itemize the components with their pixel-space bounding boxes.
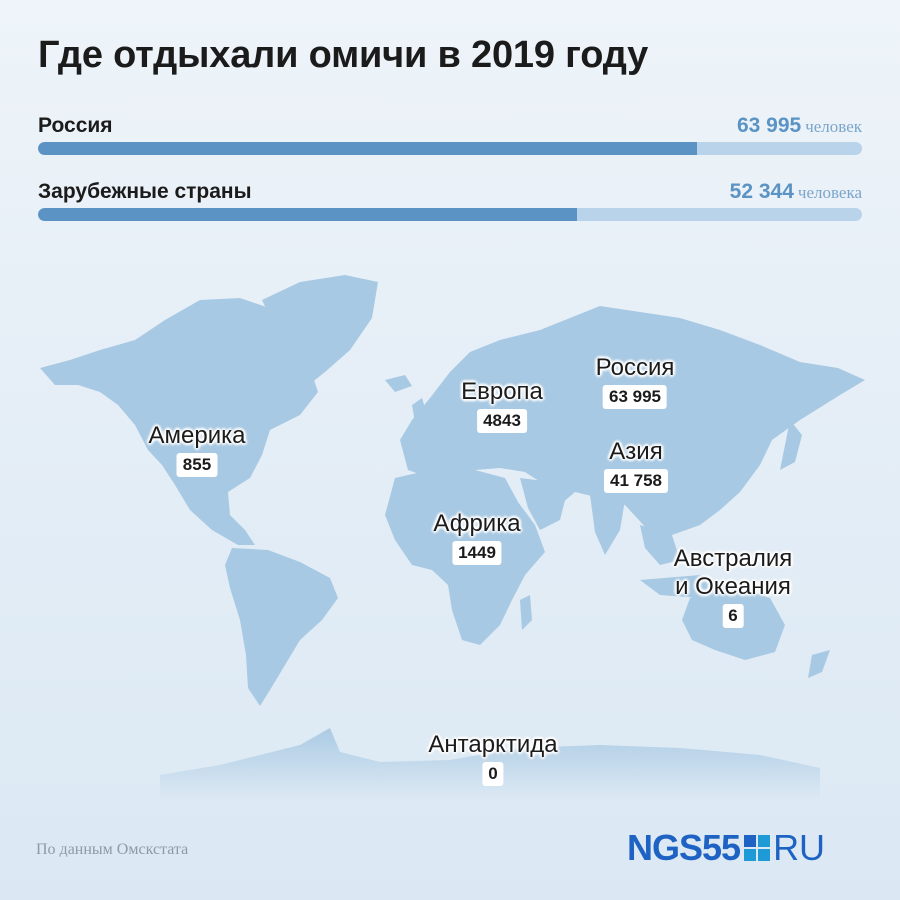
region-name: Азия xyxy=(609,438,663,465)
british-isles-shape xyxy=(412,398,428,428)
japan-shape xyxy=(780,420,802,470)
region-america: Америка 855 xyxy=(148,422,246,477)
bar-track-abroad xyxy=(38,208,862,221)
bar-value-russia: 63 995 xyxy=(736,114,802,137)
bar-fill-abroad xyxy=(38,208,578,221)
greenland-shape xyxy=(262,275,378,388)
region-asia: Азия 41 758 xyxy=(604,438,668,493)
region-name: Антарктида xyxy=(428,731,558,758)
india-shape xyxy=(590,495,625,555)
region-australia-oceania: Австралия и Океания 6 xyxy=(673,545,793,628)
bar-label-abroad: Зарубежные страны xyxy=(38,180,252,203)
region-value-badge: 41 758 xyxy=(604,469,668,493)
region-value-badge: 855 xyxy=(176,453,218,477)
region-value-badge: 6 xyxy=(722,604,744,628)
region-europe: Европа 4843 xyxy=(461,378,543,433)
south-asia-shape xyxy=(520,478,565,530)
region-name: Европа xyxy=(461,378,543,405)
region-value-badge: 4843 xyxy=(477,409,527,433)
south-america-shape xyxy=(225,548,338,706)
region-name: Америка xyxy=(148,422,246,449)
region-value-badge: 0 xyxy=(482,762,504,786)
indonesia-shape xyxy=(640,575,740,598)
bar-unit-abroad: человека xyxy=(797,183,862,202)
bar-label-russia: Россия xyxy=(38,114,113,137)
region-africa: Африка 1449 xyxy=(433,510,521,565)
bar-track-russia xyxy=(38,142,862,155)
logo-ngs-text: NGS55 xyxy=(627,827,741,868)
chart-title: Где отдыхали омичи в 2019 году xyxy=(38,34,649,76)
iceland-shape xyxy=(385,375,412,392)
sea-shape xyxy=(640,525,680,565)
source-note: По данным Омскстата xyxy=(36,841,189,858)
bar-abroad: Зарубежные страны 52 344 человека xyxy=(38,178,862,221)
region-name: Россия xyxy=(595,354,675,381)
region-name: Австралия и Океания xyxy=(673,545,793,600)
region-russia: Россия 63 995 xyxy=(595,354,675,409)
madagascar-shape xyxy=(520,595,532,630)
ngs55-logo[interactable]: NGS55 RU xyxy=(627,826,825,870)
eurasia-shape xyxy=(400,306,865,535)
region-value-badge: 1449 xyxy=(452,541,502,565)
region-value-badge: 63 995 xyxy=(602,385,667,409)
bar-unit-russia: человек xyxy=(805,117,862,136)
region-name: Африка xyxy=(433,510,521,537)
bar-value-abroad: 52 344 xyxy=(729,180,794,203)
logo-square-icon xyxy=(744,835,771,861)
bar-fill-russia xyxy=(38,142,698,155)
logo-ru-text: RU xyxy=(773,827,826,868)
new-zealand-shape xyxy=(808,650,830,678)
north-america-shape xyxy=(40,298,318,545)
region-antarctica: Антарктида 0 xyxy=(428,731,558,786)
bar-russia: Россия 63 995 человек xyxy=(38,112,862,155)
